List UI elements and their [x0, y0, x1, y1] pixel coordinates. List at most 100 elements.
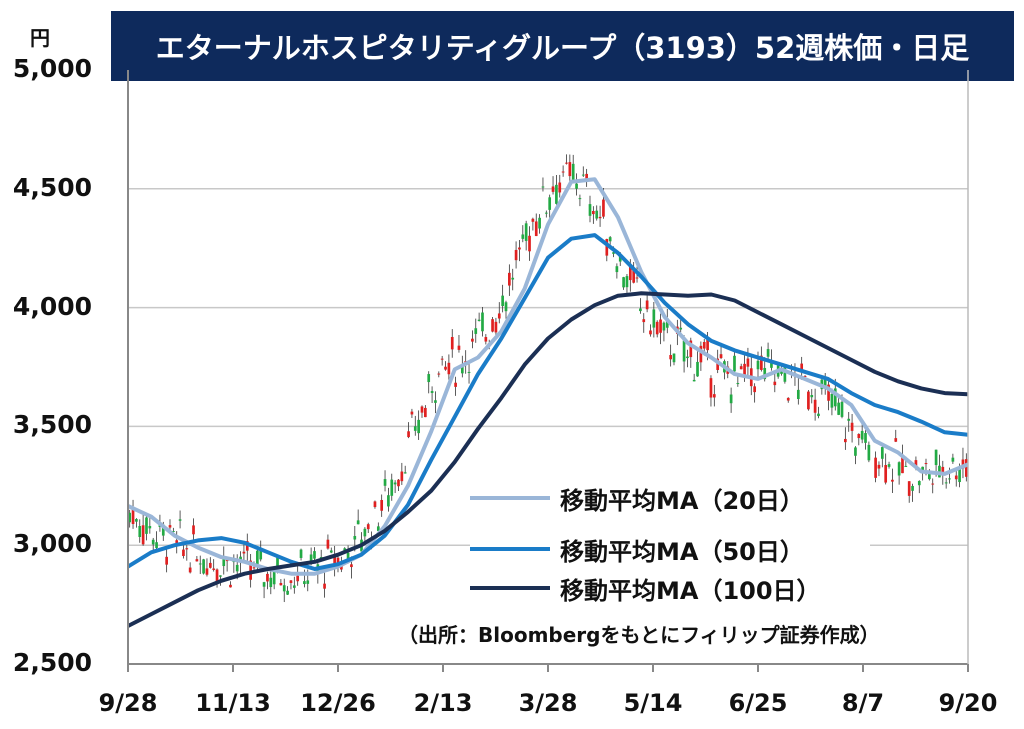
candle-body	[460, 365, 464, 374]
candle-body	[407, 431, 410, 438]
candle-body	[807, 391, 810, 410]
candle-body	[266, 573, 269, 582]
candle-body	[544, 212, 548, 214]
candle-body	[941, 466, 945, 475]
candle-body	[921, 466, 924, 471]
candle-body	[229, 584, 232, 588]
y-tick-label: 4,500	[12, 172, 92, 202]
candle-body	[420, 406, 424, 413]
candle-body	[901, 454, 904, 474]
candle-body	[303, 581, 306, 585]
candle-body	[951, 457, 955, 462]
candle-body	[864, 433, 867, 443]
candle-body	[319, 557, 323, 559]
candle-body	[810, 395, 814, 398]
candle-body	[662, 322, 666, 331]
candle-body	[652, 309, 656, 328]
candle-body	[786, 397, 790, 401]
candle-body	[763, 367, 767, 380]
source-note: （出所：Bloombergをもとにフィリップ証券作成）	[398, 623, 880, 647]
candle-body	[625, 276, 629, 288]
candle-body	[454, 382, 457, 387]
candle-body	[729, 394, 733, 404]
candle-body	[844, 438, 847, 443]
candle-body	[376, 526, 380, 531]
y-tick-label: 3,000	[12, 529, 92, 559]
candle-body	[833, 388, 837, 407]
candle-body	[440, 358, 444, 360]
candle-body	[958, 467, 961, 483]
candle-body	[655, 321, 659, 335]
candle-body	[380, 499, 384, 511]
candle-body	[699, 345, 703, 363]
candle-body	[635, 277, 639, 279]
x-tick-label: 11/13	[195, 689, 271, 717]
candle-body	[212, 568, 216, 570]
candle-body	[961, 459, 965, 469]
candle-body	[581, 174, 585, 176]
candle-body	[511, 277, 515, 280]
candle-body	[622, 277, 625, 288]
candle-body	[803, 375, 807, 377]
candle-body	[272, 570, 276, 585]
candle-body	[279, 582, 283, 586]
candle-body	[494, 321, 498, 333]
ma-line-ma50	[126, 233, 969, 571]
candle-body	[424, 407, 427, 418]
candle-body	[884, 465, 888, 483]
x-tick-label: 3/28	[518, 689, 578, 717]
candle-body	[756, 360, 760, 370]
candle-body	[857, 434, 861, 439]
candle-body	[817, 413, 820, 417]
y-axis-unit: 円	[30, 26, 50, 50]
candle-body	[770, 359, 773, 368]
candle-body	[205, 568, 209, 575]
candle-body	[702, 341, 706, 349]
candle-body	[592, 210, 595, 215]
candle-body	[827, 384, 830, 401]
candle-body	[612, 252, 615, 254]
candle-body	[161, 524, 165, 536]
candle-body	[262, 582, 266, 587]
candle-body	[555, 184, 558, 204]
candle-body	[508, 272, 511, 286]
candle-body	[306, 580, 310, 584]
candle-body	[760, 355, 763, 370]
candle-body	[366, 524, 370, 530]
legend-label-ma100: 移動平均MA（100日）	[560, 576, 821, 605]
candle-body	[296, 575, 300, 582]
candle-body	[642, 319, 646, 323]
candle-body	[528, 235, 531, 252]
candle-body	[887, 464, 891, 467]
candle-body	[709, 378, 713, 398]
candle-body	[894, 438, 898, 442]
candle-body	[165, 556, 168, 565]
candle-body	[326, 539, 330, 549]
x-tick-label: 6/25	[728, 689, 788, 717]
legend-item-ma100: 移動平均MA（100日）	[470, 572, 821, 605]
candle-body	[450, 336, 454, 350]
candle-body	[524, 223, 528, 241]
candle-body	[850, 422, 854, 431]
candle-body	[551, 186, 555, 192]
candle-body	[931, 483, 935, 485]
chart-title: エターナルホスピタリティグループ（3193）52週株価・日足	[155, 31, 970, 65]
candle-body	[739, 366, 743, 370]
candle-body	[172, 531, 175, 533]
candle-body	[242, 551, 246, 554]
candle-body	[135, 519, 138, 522]
candle-body	[837, 402, 840, 415]
candle-body	[854, 447, 857, 456]
y-tick-label: 4,000	[12, 291, 92, 321]
candle-body	[813, 399, 817, 413]
candle-body	[595, 210, 599, 219]
candle-body	[628, 264, 632, 281]
candle-body	[669, 355, 672, 360]
candle-body	[733, 355, 736, 372]
candle-body	[393, 482, 397, 485]
candle-body	[269, 577, 273, 588]
candle-body	[410, 411, 414, 415]
candle-body	[208, 562, 212, 568]
x-tick-label: 9/28	[98, 689, 158, 717]
candle-body	[313, 551, 316, 559]
